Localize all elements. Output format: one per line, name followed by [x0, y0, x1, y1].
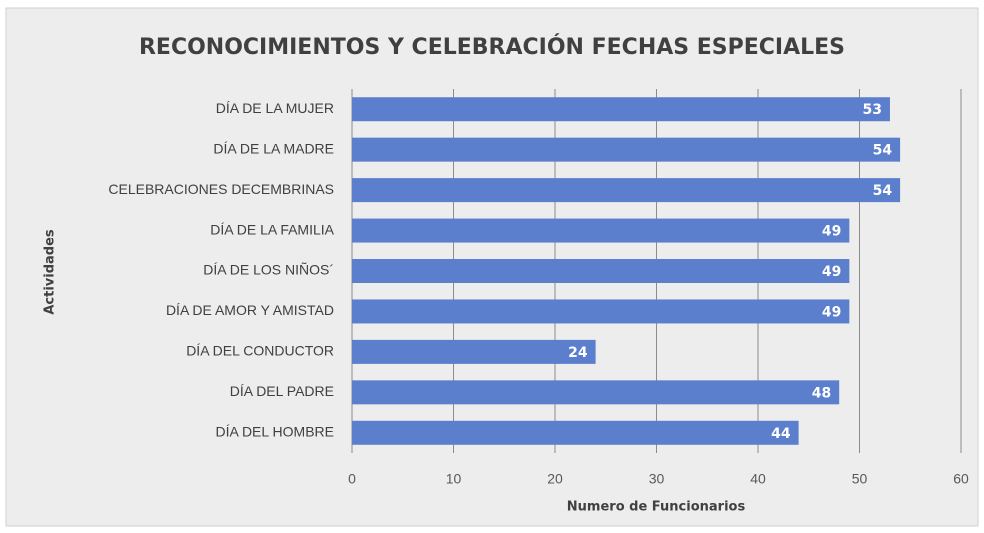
bar [352, 259, 850, 283]
data-label: 48 [812, 385, 831, 401]
x-tick-label: 20 [547, 471, 563, 487]
bar [352, 339, 596, 364]
y-tick-label: CELEBRACIONES DECEMBRINAS [108, 181, 334, 197]
bar [352, 299, 850, 324]
chart-title: RECONOCIMIENTOS Y CELEBRACIÓN FECHAS ESP… [139, 34, 845, 60]
data-label: 54 [873, 183, 893, 199]
bar [352, 420, 799, 445]
y-tick-label: DÍA DE LA MUJER [216, 100, 334, 116]
x-axis-title: Numero de Funcionarios [567, 500, 746, 515]
data-label: 54 [873, 143, 893, 159]
x-tick-label: 0 [348, 471, 356, 487]
y-tick-label: DÍA DEL CONDUCTOR [186, 343, 334, 359]
bar [352, 218, 850, 243]
x-tick-label: 50 [852, 471, 868, 487]
data-label: 44 [771, 426, 791, 442]
data-label: 49 [822, 224, 841, 240]
x-tick-label: 40 [750, 471, 766, 487]
bar [352, 380, 840, 405]
data-label: 53 [862, 102, 881, 118]
y-tick-label: DÍA DE AMOR Y AMISTAD [166, 302, 334, 318]
x-tick-label: 30 [649, 471, 665, 487]
y-axis-title: Actividades [43, 229, 58, 315]
data-label: 24 [568, 345, 588, 361]
x-tick-label: 60 [953, 471, 969, 487]
x-tick-label: 10 [446, 471, 462, 487]
y-tick-label: DÍA DE LA MADRE [213, 140, 334, 156]
y-tick-label: DÍA DE LA FAMILIA [210, 221, 334, 237]
data-label: 49 [822, 264, 841, 280]
bar [352, 178, 901, 203]
y-tick-label: DÍA DE LOS NIÑOS´ [203, 262, 334, 278]
bar [352, 97, 890, 122]
y-tick-label: DÍA DEL PADRE [230, 383, 334, 399]
y-tick-label: DÍA DEL HOMBRE [215, 423, 334, 439]
data-label: 49 [822, 304, 841, 320]
bar [352, 137, 901, 162]
